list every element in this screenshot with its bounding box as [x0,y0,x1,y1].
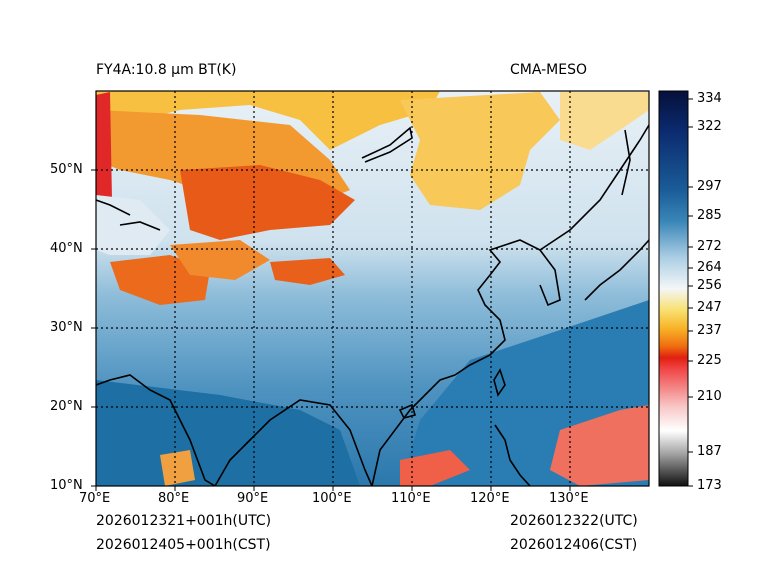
cloud-band-2 [180,165,355,240]
coast-russia-east [539,124,649,251]
colorbar-label: 187 [697,444,722,459]
lon-tick-70: 70°E [79,491,111,506]
coastlines [96,124,649,486]
coast-caspian [96,199,131,216]
coast-india [96,374,216,486]
colorbar-label: 225 [697,353,722,368]
colorbar-label: 322 [697,119,722,134]
init-time-utc: 2026012321+001h(UTC) [96,513,272,529]
colorbar-label: 237 [697,323,722,338]
coast-japan [584,239,649,301]
init-time-cst: 2026012405+001h(CST) [96,537,271,553]
lon-tick-120: 120°E [470,491,510,506]
colorbar-label: 272 [697,239,722,254]
cloud-band-5 [270,258,345,285]
coast-bay-of-bengal [214,399,373,486]
convection-sea [400,450,470,486]
lon-tick-80: 80°E [158,491,190,506]
lake-balkhash [119,221,161,231]
coast-philippines [494,424,531,486]
colorbar-label: 173 [697,478,722,493]
colorbar-label: 210 [697,389,722,404]
coast-indochina [371,374,456,486]
lat-tick-50: 50°N [50,162,83,177]
colorbar-label: 285 [697,208,722,223]
lat-tick-30: 30°N [50,320,83,335]
map-frame [95,90,650,487]
colorbar [658,90,689,487]
lon-tick-90: 90°E [237,491,269,506]
right-title: CMA-MESO [510,62,588,78]
coast-baikal [361,126,413,163]
colorbar-label: 297 [697,179,722,194]
colorbar-label: 264 [697,260,722,275]
coast-korea [539,249,561,307]
colorbar-ticks [688,98,693,487]
colorbar-label: 247 [697,300,722,315]
valid-time-utc: 2026012322(UTC) [510,513,638,529]
colorbar-label: 334 [697,91,722,106]
coast-china-east [454,239,541,376]
coast-taiwan [493,368,506,397]
cloud-band-6 [96,92,112,210]
cirrus-east [560,92,649,150]
left-title: FY4A:10.8 µm BT(K) [96,62,237,78]
colorbar-label: 256 [697,278,722,293]
lon-tick-100: 100°E [312,491,352,506]
lat-tick-10: 10°N [50,478,83,493]
cirrus-northeast [400,92,560,210]
lon-tick-130: 130°E [549,491,589,506]
lat-tick-40: 40°N [50,241,83,256]
cold-land-patch [96,195,170,255]
convection-philippines [550,405,649,486]
axis-ticks [91,169,571,491]
cirrus-north [96,91,440,150]
lon-tick-110: 110°E [391,491,431,506]
cloud-band-4 [170,240,270,280]
convection-india [160,450,195,486]
valid-time-cst: 2026012406(CST) [510,537,638,553]
lat-tick-20: 20°N [50,399,83,414]
graticule [96,91,649,486]
coast-sakhalin [621,129,631,196]
